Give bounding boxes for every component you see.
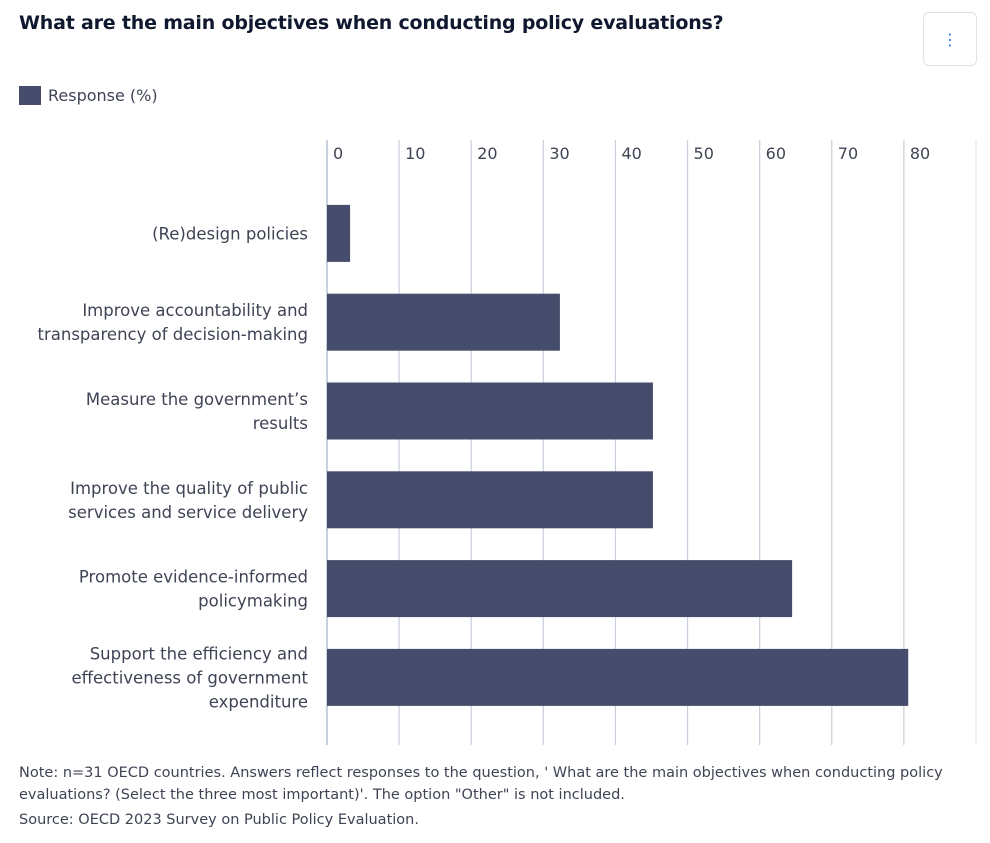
category-label: expenditure bbox=[209, 692, 308, 711]
category-label: Improve the quality of public bbox=[70, 479, 308, 498]
category-label: Support the efficiency and bbox=[90, 644, 308, 663]
x-tick-label: 10 bbox=[405, 144, 425, 163]
x-tick-label: 0 bbox=[333, 144, 343, 163]
x-tick-label: 30 bbox=[549, 144, 569, 163]
bar bbox=[327, 382, 653, 440]
chart-menu-button[interactable]: ⋮ bbox=[923, 12, 977, 66]
category-label: Improve accountability and bbox=[82, 301, 308, 320]
chart-source: Source: OECD 2023 Survey on Public Polic… bbox=[19, 812, 419, 828]
legend: Response (%) bbox=[19, 86, 158, 105]
bar bbox=[327, 648, 909, 706]
x-tick-label: 70 bbox=[838, 144, 858, 163]
legend-swatch bbox=[19, 86, 41, 105]
x-tick-label: 80 bbox=[910, 144, 930, 163]
category-label: Promote evidence-informed bbox=[79, 568, 308, 587]
category-label: effectiveness of government bbox=[72, 668, 309, 687]
chart-title: What are the main objectives when conduc… bbox=[19, 12, 724, 34]
category-label: Measure the government’s bbox=[86, 390, 308, 409]
bar bbox=[327, 204, 351, 262]
bar bbox=[327, 560, 793, 618]
category-label: (Re)design policies bbox=[152, 224, 308, 243]
bar bbox=[327, 293, 560, 351]
x-tick-label: 40 bbox=[621, 144, 641, 163]
chart-note: Note: n=31 OECD countries. Answers refle… bbox=[19, 765, 943, 803]
x-tick-label: 60 bbox=[766, 144, 786, 163]
legend-label: Response (%) bbox=[48, 86, 158, 105]
bar-chart: 0 10 20 30 40 50 60 70 80 (Re)design policies Impr… bbox=[38, 140, 977, 745]
category-label: results bbox=[253, 414, 308, 433]
category-label: policymaking bbox=[198, 592, 308, 611]
vertical-ellipsis-icon: ⋮ bbox=[942, 29, 958, 49]
bar bbox=[327, 471, 653, 529]
category-label: transparency of decision-making bbox=[38, 325, 309, 344]
x-tick-label: 20 bbox=[477, 144, 497, 163]
category-label: services and service delivery bbox=[68, 503, 308, 522]
x-tick-label: 50 bbox=[694, 144, 714, 163]
